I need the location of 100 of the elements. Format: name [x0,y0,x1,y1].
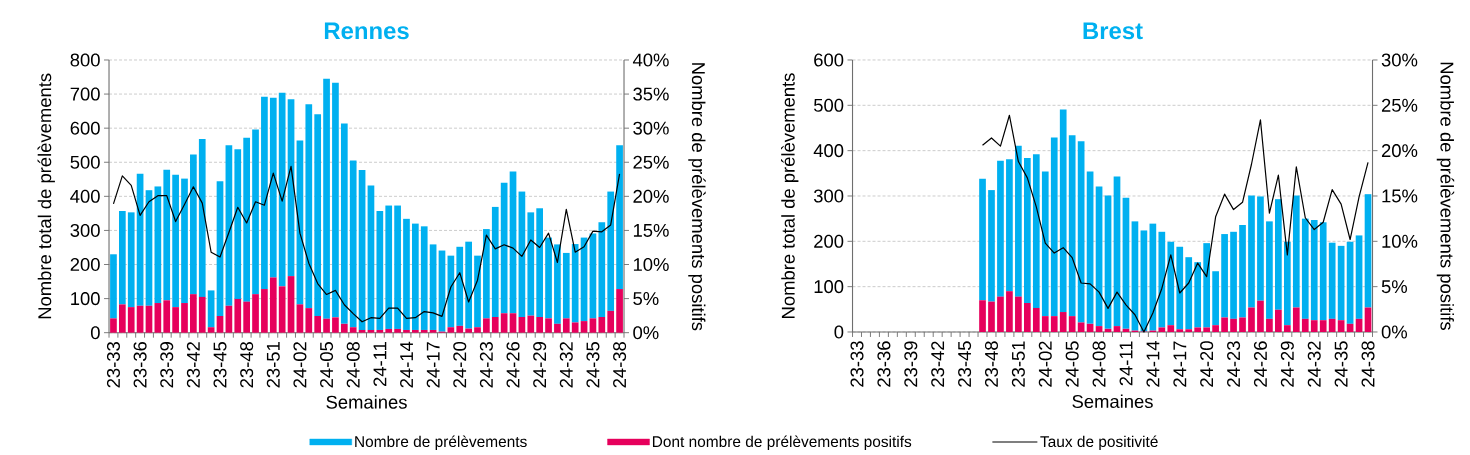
y-tick-label: 200 [70,257,100,272]
bar [118,210,126,305]
bar [1006,291,1013,332]
bar [1266,221,1273,319]
x-tick-label: 24-08 [346,342,360,388]
x-tick-label: 23-36 [877,341,891,387]
x-tick-label: 24-11 [1119,341,1133,386]
bar [465,328,472,333]
y2-tick-label: 20% [633,189,669,203]
bar [243,301,250,333]
x-tick-label: 23-42 [931,341,945,387]
bar [1068,135,1076,317]
legend-label: Dont nombre de prélèvements positifs [652,435,912,451]
bar [1310,220,1318,321]
bar [385,205,393,329]
x-tick-label: 23-51 [1011,341,1025,387]
x-tick-label: 24-38 [613,342,627,388]
bar [340,123,348,324]
y2-tick-label: 10% [633,257,669,272]
bar [545,237,552,319]
bar [118,304,126,333]
y-tick-label: 800 [70,53,100,67]
bar [1203,243,1210,328]
bar [1221,234,1228,318]
y2-axis-title: Nombre de prélèvements positifs [1436,62,1455,330]
x-tick-label: 24-14 [400,341,413,388]
x-tick-label: 24-35 [1334,341,1348,387]
line-series [981,114,1369,333]
x-tick-label: 23-48 [984,341,999,387]
y2-tick-label: 15% [633,223,669,237]
bar [1185,329,1193,332]
bar [278,286,286,333]
x-tick-label: 24-26 [506,342,520,388]
bar [1275,309,1282,332]
x-tick-label: 23-45 [958,341,972,387]
bar [136,305,144,333]
bar [403,218,410,330]
bar [412,329,419,333]
bar [571,322,579,333]
bar [110,254,117,319]
bar [207,290,215,328]
y2-tick-label: 40% [632,53,669,67]
bar [127,212,135,308]
bar [1283,241,1291,326]
bar [518,317,526,333]
bar [332,82,339,318]
bar [145,305,153,333]
bar [456,246,464,326]
bar [1167,325,1175,332]
bar [207,327,215,333]
x-tick-label: 24-17 [426,342,440,388]
bar [997,160,1004,297]
bar [1292,195,1300,308]
bar [483,318,490,333]
bar [545,318,552,333]
bar [536,208,544,317]
bar [1050,137,1058,317]
bar [1167,241,1175,326]
bar [243,137,250,302]
bar [1194,262,1202,328]
bar [127,307,135,333]
y-tick-label: 400 [813,144,844,158]
bar [562,252,570,319]
bar [1194,327,1202,332]
bar [1140,230,1148,332]
bar [420,226,428,330]
x-tick-label: 24-02 [293,342,307,388]
bar [385,328,393,333]
bar [491,206,499,317]
bar [287,276,295,333]
bar [1319,320,1327,332]
bar [190,294,197,333]
bar [1301,218,1309,319]
y-tick-label: 0 [834,325,844,339]
bar [269,97,277,278]
bar [1212,325,1219,332]
bar [305,308,313,333]
x-tick-label: 23-42 [186,342,200,388]
bar [314,114,322,316]
bar [491,317,499,333]
bar [323,78,330,319]
bar [154,303,162,333]
legend-label: Nombre de prélèvements [355,435,527,451]
y2-tick-label: 30% [1381,53,1418,67]
bar [1015,145,1022,297]
bar [1059,312,1067,332]
y-tick-label: 200 [814,234,844,248]
x-tick-label: 24-32 [559,342,573,388]
bar [997,296,1004,332]
y2-tick-label: 20% [1381,144,1418,158]
bar [358,329,366,333]
bar [1032,154,1040,308]
y-tick-label: 500 [70,155,100,169]
bar [598,317,606,333]
bar [1275,199,1282,310]
bar [163,300,171,333]
bar [1158,327,1166,332]
bar [1015,296,1022,332]
bar [979,178,986,301]
bar [1041,171,1049,317]
